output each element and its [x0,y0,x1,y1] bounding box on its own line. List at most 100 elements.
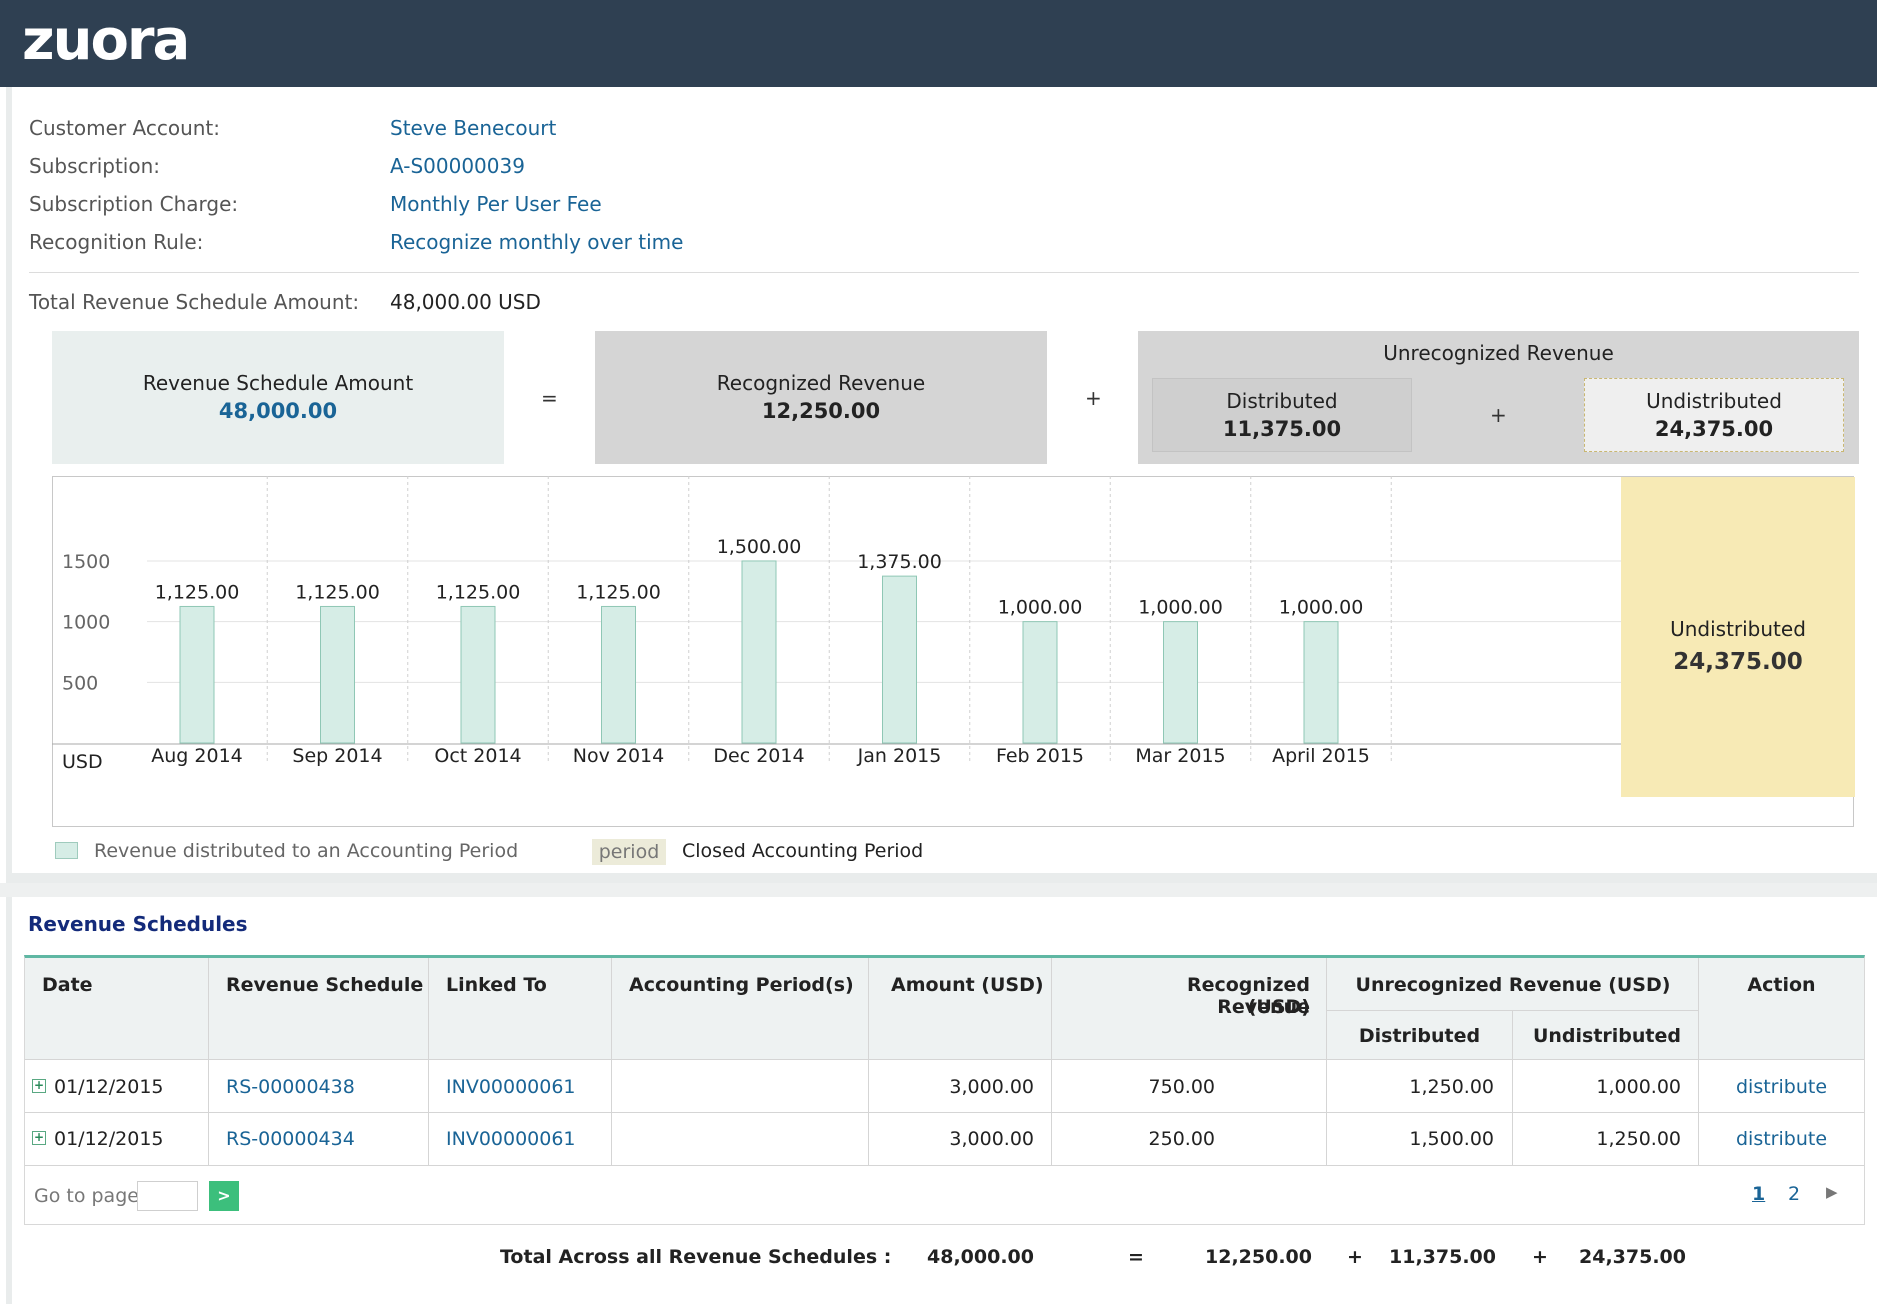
row-distributed: 1,500.00 [1409,1128,1494,1150]
distribute-link[interactable]: distribute [1735,1076,1828,1098]
top-bar: zuora [0,0,1877,87]
col-accounting-periods[interactable]: Accounting Period(s) [629,974,854,996]
undistributed-label: Undistributed [1646,389,1782,413]
bar [882,575,917,744]
distributed-value: 11,375.00 [1222,417,1342,441]
bar-value-label: 1,125.00 [295,581,380,603]
col-divider [1512,1010,1513,1166]
undistributed-box[interactable]: Undistributed 24,375.00 [1584,378,1844,452]
subscription-label: Subscription: [29,154,161,178]
col-recognized-revenue[interactable]: Recognized Revenue [1186,974,1310,1018]
totals-plus: + [1347,1246,1363,1268]
row-invoice-link[interactable]: INV00000061 [446,1128,576,1150]
bar-value-label: 1,000.00 [998,597,1083,619]
revenue-bar-chart: 500 1000 1500 USD 1,125.00 Aug 2014 1,125.00 Se… [52,476,1622,773]
distribute-link[interactable]: distribute [1735,1128,1828,1150]
x-tick-label: Feb 2015 [996,745,1084,767]
divider [29,272,1859,273]
col-revenue-schedule[interactable]: Revenue Schedule [226,974,424,996]
row-undistributed: 1,000.00 [1596,1076,1681,1098]
col-action: Action [1747,974,1816,996]
undistributed-value: 24,375.00 [1654,417,1774,441]
subscription-charge-link[interactable]: Monthly Per User Fee [390,192,602,216]
chart-undistributed-panel[interactable]: Undistributed 24,375.00 [1621,477,1855,797]
col-divider [208,958,209,1166]
legend-period-tag: period [592,839,666,865]
col-divider [428,958,429,1166]
legend-closed-label: Closed Accounting Period [682,840,924,862]
zuora-logo[interactable]: zuora [22,8,190,73]
col-linked-to[interactable]: Linked To [446,974,547,996]
recognized-revenue-box: Recognized Revenue 12,250.00 [595,331,1047,464]
x-tick-label: Dec 2014 [713,745,804,767]
expand-row-icon[interactable]: + [32,1078,46,1093]
recognition-rule-label: Recognition Rule: [29,230,204,254]
row-undistributed: 1,250.00 [1596,1128,1681,1150]
row-recognized: 250.00 [1148,1128,1215,1150]
y-tick-label: 500 [62,672,98,694]
y-tick-label: 1000 [62,612,110,634]
row-distributed: 1,250.00 [1409,1076,1494,1098]
recognition-rule-link[interactable]: Recognize monthly over time [390,230,684,254]
page-1-link[interactable]: 1 [1752,1183,1766,1205]
subscription-link[interactable]: A-S00000039 [390,154,525,178]
equals-sign: = [541,386,558,410]
col-amount[interactable]: Amount (USD) [891,974,1044,996]
row-recognized: 750.00 [1148,1076,1215,1098]
total-schedule-amount-label: Total Revenue Schedule Amount: [29,290,360,314]
col-divider [868,958,869,1166]
distributed-box: Distributed 11,375.00 [1152,378,1412,452]
bar-value-label: 1,125.00 [155,581,240,603]
col-divider [611,958,612,1166]
page-2-link[interactable]: 2 [1788,1183,1801,1205]
panel-divider [0,883,1877,897]
col-divider [1698,958,1699,1166]
row-invoice-link[interactable]: INV00000061 [446,1076,576,1098]
revenue-schedules-panel [6,897,1877,1304]
total-schedule-amount-value: 48,000.00 USD [390,290,541,314]
go-to-page-button[interactable]: > [209,1181,239,1211]
x-tick-label: April 2015 [1272,745,1370,767]
x-tick-label: Aug 2014 [151,745,243,767]
x-tick-label: Jan 2015 [857,745,942,767]
totals-plus: + [1532,1246,1548,1268]
go-to-page-label: Go to page [34,1185,139,1207]
row-schedule-link[interactable]: RS-00000434 [226,1128,355,1150]
next-page-icon[interactable]: ▶ [1826,1183,1838,1201]
bar [179,605,215,744]
row-amount: 3,000.00 [949,1076,1034,1098]
revenue-schedules-title: Revenue Schedules [28,912,248,936]
customer-account-label: Customer Account: [29,116,220,140]
bar-value-label: 1,000.00 [1279,597,1364,619]
col-distributed[interactable]: Distributed [1358,1025,1481,1047]
bar [1163,621,1198,744]
totals-distributed: 11,375.00 [1389,1246,1496,1268]
go-to-page-input[interactable] [137,1181,198,1211]
revenue-summary-panel [6,87,1877,883]
rsa-label: Revenue Schedule Amount [142,371,414,395]
bar [741,560,777,744]
rsa-value: 48,000.00 [218,399,338,423]
bar [1022,621,1058,744]
col-undistributed[interactable]: Undistributed [1532,1025,1681,1047]
col-divider [1051,958,1052,1166]
x-tick-label: Mar 2015 [1135,745,1225,767]
row-schedule-link[interactable]: RS-00000438 [226,1076,355,1098]
plus-sign: + [1490,403,1507,427]
totals-undistributed: 24,375.00 [1579,1246,1686,1268]
customer-account-link[interactable]: Steve Benecourt [390,116,557,140]
y-tick-label: 1500 [62,551,110,573]
row-date: 01/12/2015 [54,1128,164,1150]
col-recognized-revenue-unit: (USD) [1247,996,1310,1018]
header-sub-divider [1326,1010,1698,1011]
expand-row-icon[interactable]: + [32,1130,46,1145]
revenue-schedule-amount-box: Revenue Schedule Amount 48,000.00 [52,331,504,464]
bar [320,605,355,744]
bar-value-label: 1,000.00 [1138,597,1223,619]
table-header [25,958,1864,1060]
col-date[interactable]: Date [42,974,93,996]
row-date: 01/12/2015 [54,1076,164,1098]
totals-amount: 48,000.00 [927,1246,1034,1268]
bar-value-label: 1,125.00 [576,581,661,603]
chart-undistributed-value: 24,375.00 [1673,649,1803,675]
